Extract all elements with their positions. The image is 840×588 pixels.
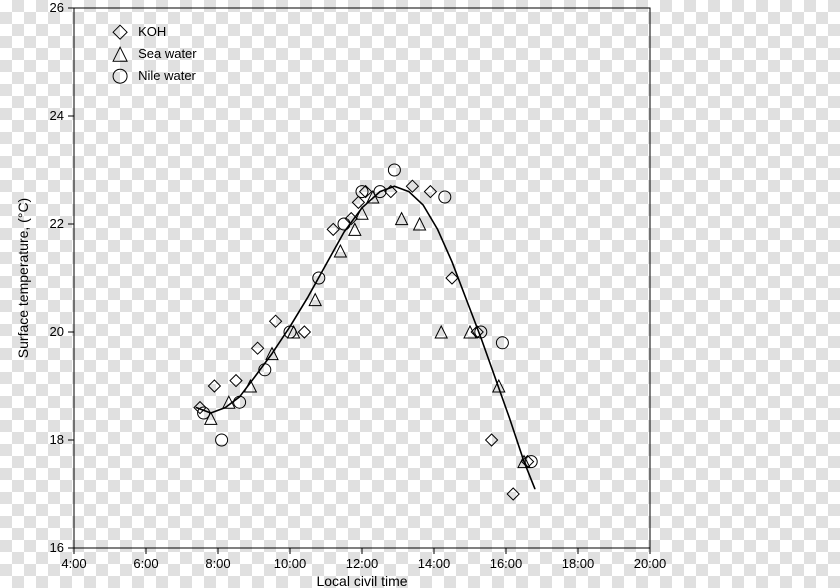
triangle-marker: [309, 294, 321, 306]
y-tick-label: 16: [50, 540, 64, 555]
legend-label: Sea water: [138, 46, 197, 61]
circle-marker: [388, 164, 400, 176]
x-tick-label: 12:00: [346, 556, 379, 571]
diamond-marker: [230, 375, 242, 387]
diamond-marker: [424, 186, 436, 198]
chart-root: { "chart": { "type": "scatter+line", "ca…: [0, 0, 840, 588]
triangle-marker: [464, 326, 476, 338]
x-axis-label: Local civil time: [316, 573, 407, 588]
diamond-marker: [406, 180, 418, 192]
circle-marker: [216, 434, 228, 446]
x-tick-label: 16:00: [490, 556, 523, 571]
legend-label: Nile water: [138, 68, 196, 83]
x-tick-label: 6:00: [133, 556, 158, 571]
y-tick-label: 24: [50, 108, 64, 123]
triangle-marker: [396, 213, 408, 225]
diamond-marker: [327, 223, 339, 235]
x-tick-label: 4:00: [61, 556, 86, 571]
circle-marker: [338, 218, 350, 230]
circle-marker: [356, 186, 368, 198]
x-tick-label: 8:00: [205, 556, 230, 571]
circle-marker: [496, 337, 508, 349]
series-Sea: [205, 191, 530, 468]
x-tick-label: 18:00: [562, 556, 595, 571]
legend-marker-diamond: [113, 25, 127, 39]
diamond-marker: [252, 342, 264, 354]
legend-marker-triangle: [113, 47, 127, 61]
diamond-marker: [298, 326, 310, 338]
chart-svg: 4:00 6:00 8:00 10:00 12:00 14:00 16:00 18:00 20:…: [0, 0, 840, 588]
legend-label: KOH: [138, 24, 166, 39]
y-tick-label: 22: [50, 216, 64, 231]
diamond-marker: [507, 488, 519, 500]
y-tick-label: 18: [50, 432, 64, 447]
series-KOH: [194, 180, 534, 500]
y-tick-label: 20: [50, 324, 64, 339]
legend: KOH Sea water Nile water: [113, 24, 197, 83]
x-tick-label: 14:00: [418, 556, 451, 571]
triangle-marker: [435, 326, 447, 338]
diamond-marker: [486, 434, 498, 446]
x-tick-label: 20:00: [634, 556, 667, 571]
x-tick-label: 10:00: [274, 556, 307, 571]
series-Nile: [198, 164, 538, 468]
circle-marker: [234, 396, 246, 408]
triangle-marker: [414, 218, 426, 230]
circle-marker: [439, 191, 451, 203]
plot-frame: [74, 8, 650, 548]
triangle-marker: [349, 223, 361, 235]
legend-marker-circle: [113, 69, 127, 83]
y-axis-label: Surface temperature, (°C): [15, 198, 31, 358]
y-tick-label: 26: [50, 0, 64, 15]
diamond-marker: [270, 315, 282, 327]
diamond-marker: [208, 380, 220, 392]
